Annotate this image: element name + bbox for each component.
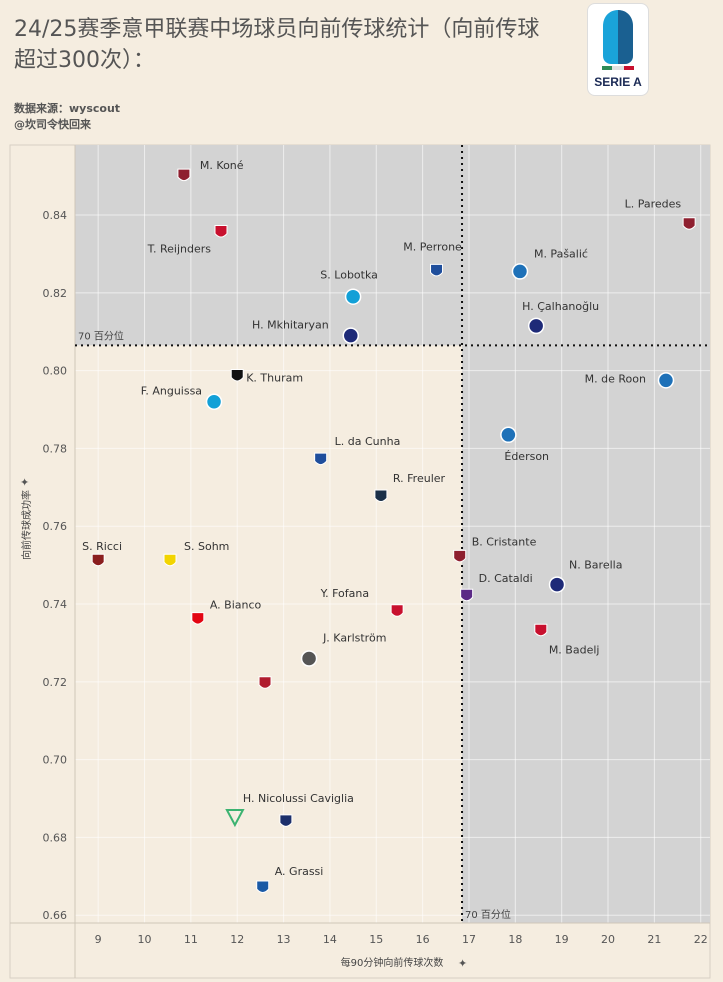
y-tick-label: 0.78: [43, 442, 68, 455]
data-point: [258, 676, 272, 689]
right-shaded-region: [462, 345, 710, 924]
point-label: A. Bianco: [210, 599, 262, 612]
point-label: M. de Roon: [585, 372, 646, 385]
point-label: F. Anguissa: [141, 385, 202, 398]
y-tick-label: 0.68: [43, 831, 68, 844]
data-point: [344, 288, 362, 305]
point-label: L. da Cunha: [335, 435, 401, 448]
pin-icon: ✦: [458, 957, 467, 970]
data-point: [177, 168, 191, 182]
data-point: [279, 814, 293, 827]
data-point: [300, 650, 318, 667]
point-label: B. Cristante: [472, 535, 537, 548]
point-label: M. Badelj: [549, 643, 600, 656]
data-point: [534, 623, 548, 637]
data-point: [511, 263, 529, 280]
data-source: 数据来源：wyscout @坎司令快回来: [14, 101, 120, 133]
data-point: [163, 553, 177, 567]
point-label: Y. Fofana: [320, 587, 369, 600]
point-label: A. Grassi: [275, 865, 324, 878]
x-tick-label: 21: [647, 933, 661, 946]
data-point: [91, 553, 105, 567]
data-point: [214, 225, 228, 238]
data-point: [500, 426, 517, 444]
logo-text: SERIE A: [594, 75, 642, 89]
x-tick-label: 13: [277, 933, 291, 946]
y-tick-label: 0.84: [43, 209, 68, 222]
x-tick-label: 19: [555, 933, 569, 946]
x-tick-label: 11: [184, 933, 198, 946]
x-tick-label: 15: [369, 933, 383, 946]
data-point: [191, 612, 205, 625]
y-tick-label: 0.76: [43, 520, 68, 533]
data-point: [548, 576, 566, 593]
point-label: M. Perrone: [403, 240, 462, 253]
serie-a-emblem-icon: [602, 10, 634, 70]
point-label: T. Reijnders: [147, 243, 212, 256]
y-tick-label: 0.70: [43, 754, 68, 767]
point-label: S. Ricci: [82, 540, 122, 553]
point-label: S. Sohm: [184, 540, 229, 553]
data-point: [205, 393, 223, 410]
point-label: J. Karlström: [322, 631, 386, 644]
y-tick-label: 0.80: [43, 365, 68, 378]
point-label: H. Nicolussi Caviglia: [243, 792, 354, 805]
x-tick-label: 9: [95, 933, 102, 946]
data-point: [527, 317, 545, 335]
data-point: [657, 372, 675, 389]
author-line: @坎司令快回来: [14, 118, 91, 131]
data-point: [682, 217, 696, 230]
point-label: Éderson: [504, 450, 549, 463]
point-label: M. Koné: [200, 159, 244, 172]
data-point: [460, 588, 474, 602]
point-label: R. Freuler: [393, 472, 446, 485]
y-tick-label: 0.82: [43, 287, 68, 300]
point-label: S. Lobotka: [320, 269, 378, 282]
x-tick-label: 16: [416, 933, 430, 946]
data-point: [230, 368, 244, 382]
x-tick-label: 22: [694, 933, 708, 946]
x-axis-title: 每90分钟向前传球次数: [341, 956, 444, 969]
data-point: [256, 880, 270, 893]
x-tick-label: 12: [230, 933, 244, 946]
point-label: L. Paredes: [625, 198, 682, 211]
data-point: [342, 327, 360, 344]
source-line: 数据来源：wyscout: [14, 102, 121, 115]
data-point: [453, 549, 467, 563]
data-point: [374, 489, 388, 503]
point-label: M. Pašalić: [534, 247, 588, 260]
point-label: H. Mkhitaryan: [252, 319, 329, 332]
point-label: K. Thuram: [246, 371, 303, 384]
y-axis-title: 向前传球成功率: [20, 490, 33, 560]
chart-title: 24/25赛季意甲联赛中场球员向前传球统计（向前传球超过300次）：: [14, 17, 540, 73]
x-tick-label: 20: [601, 933, 615, 946]
point-label: H. Çalhanoğlu: [522, 300, 599, 313]
data-point: [390, 604, 404, 617]
y-tick-label: 0.66: [43, 909, 68, 922]
y-tick-label: 0.74: [43, 598, 68, 611]
data-point: [225, 808, 245, 828]
x-threshold-label: 70 百分位: [465, 908, 511, 921]
data-point: [430, 263, 444, 277]
x-tick-label: 18: [508, 933, 522, 946]
serie-a-logo: SERIE A: [587, 3, 649, 96]
x-tick-label: 10: [138, 933, 152, 946]
y-tick-label: 0.72: [43, 676, 68, 689]
x-tick-label: 14: [323, 933, 337, 946]
data-point: [314, 452, 328, 466]
pin-icon: ✦: [20, 476, 29, 489]
point-label: D. Cataldi: [479, 572, 533, 585]
y-threshold-label: 70 百分位: [78, 329, 124, 342]
point-label: N. Barella: [569, 559, 622, 572]
x-tick-label: 17: [462, 933, 476, 946]
